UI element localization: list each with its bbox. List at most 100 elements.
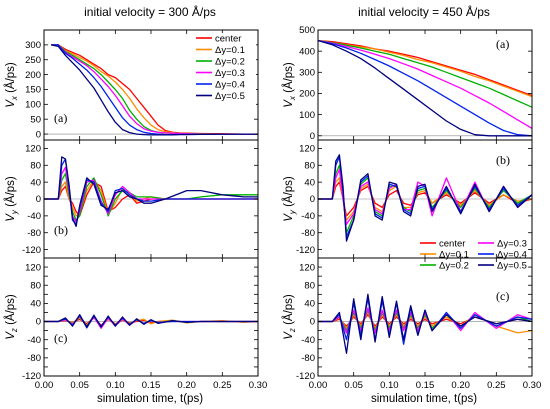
x-tick-label: 0.05 bbox=[344, 380, 363, 391]
left-xlabel: simulation time, t(ps) bbox=[97, 393, 203, 405]
chart-panel-right-c: 0.00 0.05 0.10 0.15 0.20 0.25 0.30 -120 -80 -40 0 4… bbox=[282, 238, 541, 391]
y-tick-label: 200 bbox=[299, 89, 315, 100]
series-line-5 bbox=[318, 39, 532, 137]
x-tick-label: 0.15 bbox=[142, 380, 161, 391]
y-tick-label: -120 bbox=[296, 371, 315, 382]
series-line-5 bbox=[44, 314, 258, 328]
right-xlabel: simulation time, t(ps) bbox=[371, 393, 477, 405]
y-tick-label: -80 bbox=[301, 228, 315, 239]
legend-entry-4: Δy=0.4 bbox=[215, 79, 245, 90]
y-tick-label: 80 bbox=[30, 280, 41, 291]
y-tick-label: -40 bbox=[301, 211, 315, 222]
chart-panel-right-a: 0 100 200 300 400 500 Vx (Å/ps) (a) bbox=[282, 25, 533, 142]
y-axis-label: Vz (Å/ps) bbox=[4, 294, 19, 340]
series-line-5 bbox=[50, 44, 258, 136]
y-tick-label: -120 bbox=[22, 371, 41, 382]
y-tick-label: 150 bbox=[25, 85, 41, 96]
legend-entry-0: center bbox=[439, 238, 465, 249]
y-tick-label: -80 bbox=[27, 353, 41, 364]
panel-tag: (c) bbox=[54, 331, 67, 345]
y-tick-label: 250 bbox=[25, 55, 41, 66]
y-tick-label: 500 bbox=[299, 25, 315, 36]
y-axis-label: Vy (Å/ps) bbox=[282, 176, 297, 222]
y-tick-label: 200 bbox=[25, 70, 41, 81]
series-line-5 bbox=[318, 293, 532, 354]
y-tick-label: 120 bbox=[25, 262, 41, 273]
panel-tag: (a) bbox=[496, 37, 509, 51]
y-tick-label: 300 bbox=[25, 40, 41, 51]
series-line-2 bbox=[318, 39, 532, 108]
y-tick-label: 80 bbox=[304, 160, 315, 171]
y-tick-label: 0 bbox=[310, 131, 315, 142]
panel-tag: (b) bbox=[54, 223, 68, 237]
y-tick-label: 80 bbox=[30, 160, 41, 171]
y-tick-label: 120 bbox=[299, 262, 315, 273]
x-tick-label: 0.20 bbox=[177, 380, 196, 391]
y-tick-label: 40 bbox=[304, 177, 315, 188]
y-axis-label: Vz (Å/ps) bbox=[282, 294, 297, 340]
legend-entry-1: Δy=0.1 bbox=[439, 249, 469, 260]
y-tick-label: 40 bbox=[30, 177, 41, 188]
x-tick-label: 0.00 bbox=[309, 380, 328, 391]
series-group bbox=[318, 154, 532, 242]
x-tick-label: 0.30 bbox=[523, 380, 542, 391]
series-line-0 bbox=[318, 39, 532, 97]
y-tick-label: 0 bbox=[310, 194, 315, 205]
series-group bbox=[50, 44, 258, 136]
series-line-5 bbox=[44, 156, 258, 228]
y-tick-label: 120 bbox=[25, 144, 41, 155]
y-tick-label: 0 bbox=[36, 317, 41, 328]
series-group bbox=[318, 293, 532, 354]
legend-entry-5: Δy=0.5 bbox=[215, 91, 245, 102]
x-tick-label: 0.10 bbox=[380, 380, 399, 391]
y-tick-label: 0 bbox=[36, 194, 41, 205]
y-tick-label: 80 bbox=[304, 280, 315, 291]
y-tick-label: 120 bbox=[299, 144, 315, 155]
y-tick-label: 40 bbox=[30, 299, 41, 310]
y-tick-label: 50 bbox=[30, 114, 41, 125]
legend-entry-3: Δy=0.3 bbox=[497, 238, 527, 249]
legend-entry-0: center bbox=[215, 33, 241, 44]
y-tick-label: -120 bbox=[22, 245, 41, 256]
x-tick-label: 0.30 bbox=[249, 380, 268, 391]
series-line-4 bbox=[318, 39, 532, 137]
x-tick-label: 0.15 bbox=[416, 380, 435, 391]
series-group bbox=[44, 156, 258, 228]
y-tick-label: -40 bbox=[27, 211, 41, 222]
legend-entry-1: Δy=0.1 bbox=[215, 45, 245, 56]
series-line-2 bbox=[44, 173, 258, 221]
y-tick-label: 100 bbox=[299, 110, 315, 121]
chart-panel-left-c: 0.00 0.05 0.10 0.15 0.20 0.25 0.30 -120 -80 -40 0 4… bbox=[4, 257, 268, 391]
x-tick-label: 0.25 bbox=[487, 380, 506, 391]
chart-panel-right-b: -120 -80 -40 0 40 80 120 Vy (Å/ps) (b) bbox=[282, 139, 533, 259]
legend-entry-3: Δy=0.3 bbox=[215, 68, 245, 79]
legend-entry-4: Δy=0.4 bbox=[497, 249, 527, 260]
y-tick-label: 0 bbox=[310, 317, 315, 328]
legend-entry-2: Δy=0.2 bbox=[215, 56, 245, 67]
y-tick-label: 400 bbox=[299, 46, 315, 57]
y-axis-label: Vx (Å/ps) bbox=[282, 62, 297, 108]
chart-panel-left-b: -120 -80 -40 0 40 80 120 Vy (Å/ps) (b) bbox=[4, 139, 259, 259]
y-tick-label: 40 bbox=[304, 299, 315, 310]
y-axis-label: Vx (Å/ps) bbox=[4, 62, 19, 108]
x-tick-label: 0.25 bbox=[213, 380, 232, 391]
plot-frame bbox=[43, 257, 259, 377]
y-tick-label: -40 bbox=[27, 335, 41, 346]
x-tick-label: 0.10 bbox=[106, 380, 125, 391]
y-tick-label: -120 bbox=[296, 245, 315, 256]
panel-tag: (a) bbox=[54, 111, 67, 125]
series-line-1 bbox=[318, 39, 532, 98]
panel-tag: (b) bbox=[496, 153, 510, 167]
legend-entry-5: Δy=0.5 bbox=[497, 260, 527, 271]
legend-entry-2: Δy=0.2 bbox=[439, 260, 469, 271]
series-line-3 bbox=[44, 315, 258, 329]
x-tick-label: 0.00 bbox=[35, 380, 54, 391]
left-title: initial velocity = 300 Å/ps bbox=[84, 4, 216, 19]
x-tick-label: 0.20 bbox=[451, 380, 470, 391]
y-tick-label: 100 bbox=[25, 100, 41, 111]
y-tick-label: -80 bbox=[27, 228, 41, 239]
y-tick-label: 300 bbox=[299, 68, 315, 79]
